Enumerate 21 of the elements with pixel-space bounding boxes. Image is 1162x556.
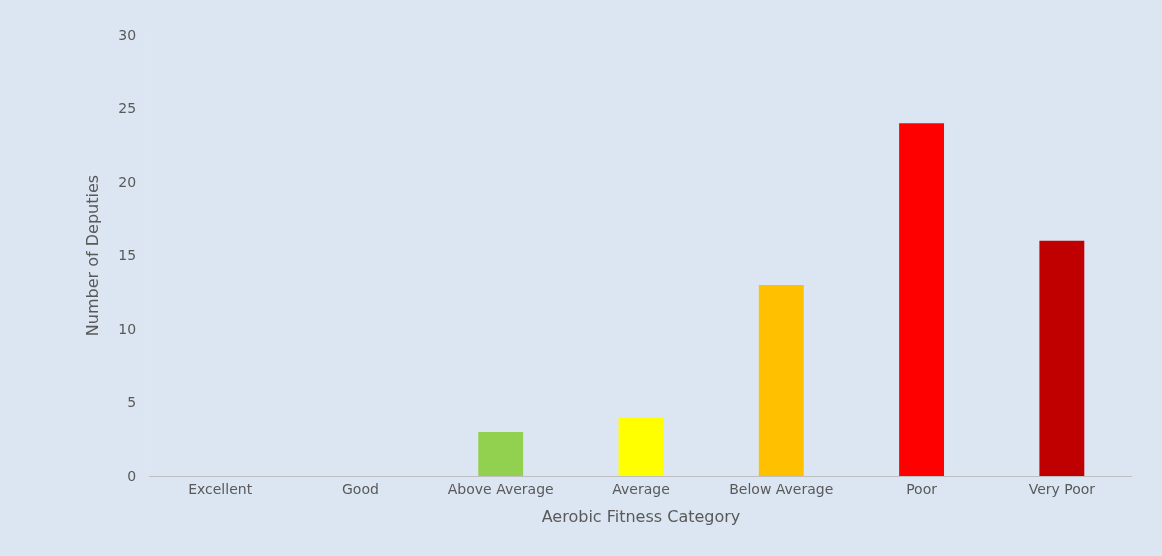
x-tick-label: Poor [906,480,938,497]
y-tick-label: 25 [118,100,137,117]
y-tick-label: 0 [127,467,137,484]
bar [1039,240,1085,476]
x-tick-label: Excellent [188,480,253,497]
bar [758,284,804,476]
y-tick-label: 5 [127,394,137,411]
y-tick-label: 10 [118,320,137,337]
x-tick-label: Below Average [729,480,834,497]
bar [899,123,945,476]
y-tick-label: 20 [118,173,137,190]
x-tick-label: Above Average [447,480,554,497]
x-tick-label: Very Poor [1028,480,1096,497]
y-tick-label: 30 [118,26,137,43]
x-axis-title: Aerobic Fitness Category [541,507,741,527]
y-tick-label: 15 [118,247,137,264]
y-axis-title: Number of Deputies [83,174,103,337]
x-tick-label: Good [341,480,379,497]
bar [618,417,664,476]
bar [478,431,524,476]
x-tick-label: Average [612,480,670,497]
